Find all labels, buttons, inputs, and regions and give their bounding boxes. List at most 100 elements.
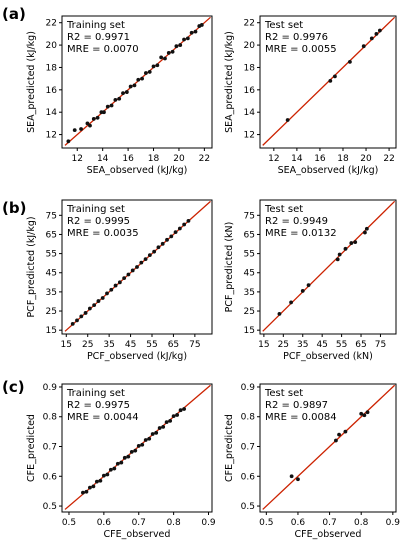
data-point — [157, 426, 162, 430]
data-point — [163, 56, 167, 61]
data-point — [165, 237, 169, 242]
data-point — [199, 23, 204, 27]
x-tick-label: 65 — [355, 340, 366, 350]
y-tick-label: 20 — [46, 41, 58, 51]
annotation-r2: R2 = 0.9975 — [67, 400, 130, 411]
y-tick-label: 25 — [244, 307, 255, 317]
y-tick-label: 35 — [244, 288, 255, 298]
data-point — [117, 96, 122, 101]
data-point — [79, 127, 83, 131]
y-tick-label: 45 — [244, 269, 255, 279]
y-tick-label: 0.5 — [241, 502, 255, 512]
data-point — [362, 413, 367, 418]
x-tick-label: 18 — [337, 154, 349, 164]
data-point — [161, 424, 166, 429]
annotation-mre: MRE = 0.0044 — [67, 412, 139, 423]
data-point — [101, 473, 106, 478]
x-tick-label: 22 — [383, 154, 394, 164]
data-point — [178, 43, 183, 47]
y-tick-label: 14 — [46, 108, 58, 118]
chart-c-test: 0.5 0.5 0.6 0.6 0.7 0.7 0.8 0.8 0.9 0.9 Test setR2… — [224, 383, 400, 540]
data-point — [92, 303, 97, 307]
data-point — [189, 30, 194, 35]
chart-c-training: 0.5 0.5 0.6 0.6 0.7 0.7 0.8 0.8 0.9 0.9 Training s… — [26, 383, 216, 540]
data-point — [133, 448, 138, 453]
data-point — [337, 252, 342, 257]
annotation-r2: R2 = 0.9976 — [265, 32, 328, 43]
data-point — [128, 84, 133, 89]
y-tick-label: 20 — [244, 41, 256, 51]
data-point — [369, 36, 374, 41]
x-tick-label: 20 — [173, 154, 185, 164]
plot-frame — [259, 383, 397, 513]
y-axis-label: SEA_predicted (kJ/kg) — [224, 31, 235, 133]
data-point — [85, 121, 90, 126]
x-axis-label: CFE_observed — [104, 529, 171, 540]
x-axis-label: PCF_observed (kJ/kg) — [87, 351, 187, 362]
annotation-r2: R2 = 0.9971 — [67, 32, 130, 43]
data-point — [87, 306, 92, 311]
annotation-set: Test set — [264, 388, 303, 399]
data-point — [91, 484, 96, 489]
data-point — [363, 230, 367, 235]
data-point — [126, 272, 131, 277]
data-point — [122, 276, 127, 281]
x-tick-label: 14 — [291, 154, 303, 164]
data-point — [159, 55, 164, 60]
y-tick-label: 75 — [46, 211, 57, 221]
data-point — [88, 123, 92, 128]
y-tick-label: 0.9 — [43, 383, 58, 393]
plot-frame — [61, 199, 213, 335]
y-tick-label: 45 — [46, 269, 57, 279]
data-point — [147, 436, 152, 441]
x-tick-label: 35 — [103, 340, 114, 350]
y-tick-label: 16 — [244, 86, 256, 96]
plot-frame — [61, 383, 213, 513]
y-axis-label: CFE_predicted — [224, 414, 235, 482]
y-tick-label: 0.7 — [43, 443, 57, 453]
data-point — [75, 318, 79, 323]
data-point — [96, 299, 101, 303]
y-tick-label: 16 — [46, 86, 58, 96]
y-tick-label: 55 — [244, 250, 255, 260]
annotation-mre: MRE = 0.0132 — [265, 228, 337, 239]
annotation-mre: MRE = 0.0070 — [67, 44, 139, 55]
data-point — [147, 253, 152, 258]
data-point — [143, 71, 148, 75]
data-point — [175, 413, 180, 417]
data-point — [169, 234, 174, 239]
data-point — [182, 222, 187, 227]
y-tick-label: 18 — [244, 63, 256, 73]
x-tick-label: 25 — [278, 340, 289, 350]
annotation-set: Test set — [264, 20, 303, 31]
data-point — [88, 485, 92, 490]
x-axis-label: CFE_observed — [295, 529, 362, 540]
data-point — [186, 218, 191, 223]
data-point — [277, 312, 282, 316]
data-point — [105, 104, 110, 109]
panel-label-a: (a) — [2, 5, 26, 23]
data-point — [66, 139, 71, 144]
data-point — [154, 430, 159, 435]
data-point — [100, 296, 105, 300]
x-tick-label: 15 — [258, 340, 269, 350]
data-point — [147, 70, 152, 74]
x-axis-label: SEA_observed (kJ/kg) — [87, 165, 188, 176]
x-tick-label: 0.8 — [354, 518, 369, 528]
plot-frame — [259, 15, 397, 149]
data-point — [353, 240, 358, 245]
plot-frame — [259, 199, 397, 335]
data-point — [109, 287, 114, 292]
data-point — [296, 477, 300, 482]
y-tick-label: 0.6 — [43, 472, 58, 482]
data-point — [361, 44, 366, 49]
data-point — [136, 77, 141, 82]
data-point — [164, 420, 169, 425]
reference-line — [262, 384, 396, 510]
y-tick-label: 0.8 — [241, 413, 256, 423]
data-point — [140, 442, 145, 447]
data-point — [174, 44, 179, 49]
data-point — [182, 37, 186, 42]
data-point — [102, 110, 106, 115]
x-tick-label: 0.6 — [291, 518, 306, 528]
